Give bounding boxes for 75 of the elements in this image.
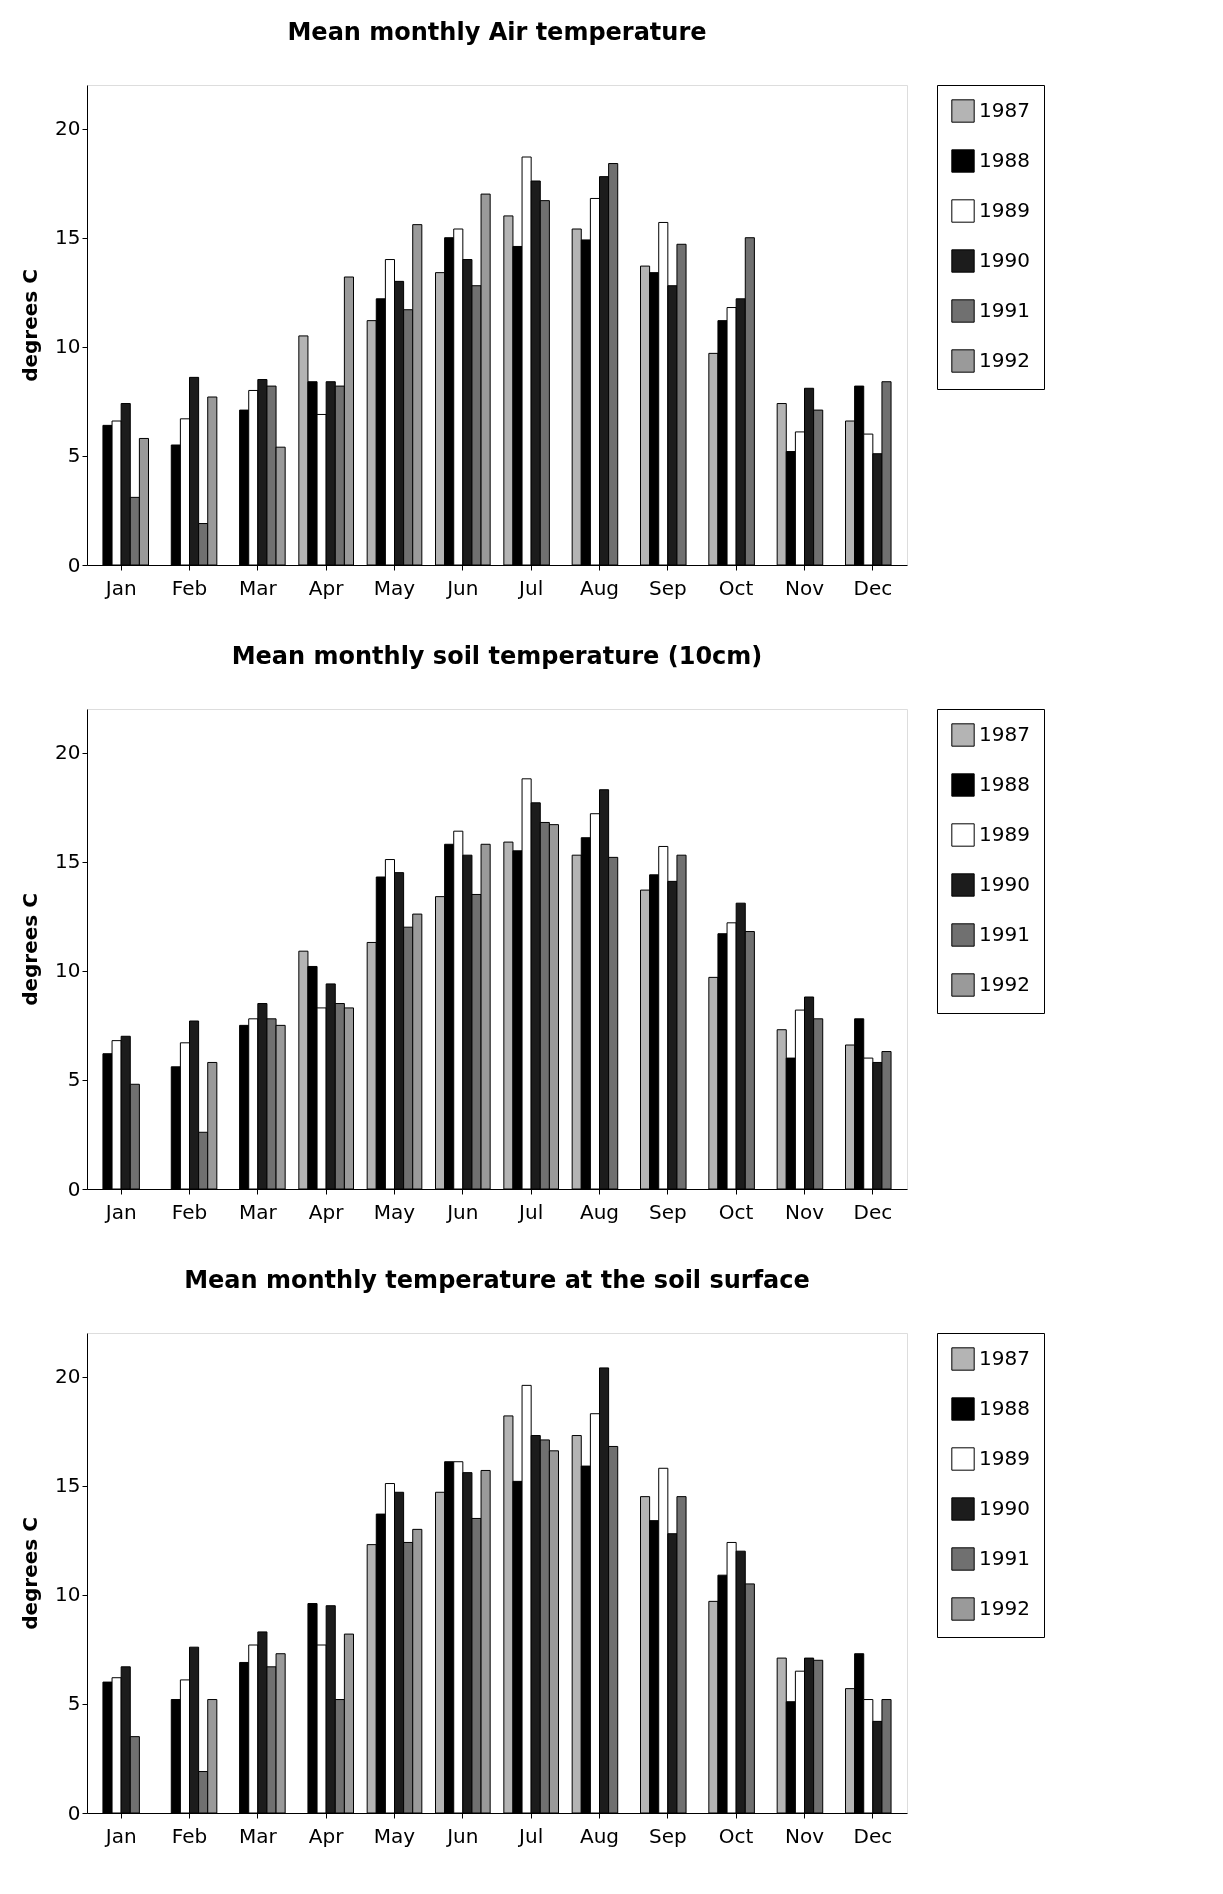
y-tick-label: 0: [67, 552, 81, 577]
x-tick-label: Mar: [238, 575, 278, 600]
x-tick-label: Aug: [579, 1199, 620, 1224]
legend-label: 1991: [979, 922, 1030, 946]
x-tick-label: May: [373, 575, 416, 600]
legend-label: 1991: [979, 1546, 1030, 1570]
chart-title: Mean monthly temperature at the soil surface: [184, 1265, 810, 1294]
x-tick-label: Aug: [579, 1823, 620, 1848]
x-tick-label: Nov: [784, 1199, 825, 1224]
y-tick-label: 0: [67, 1800, 81, 1825]
chart-title: Mean monthly soil temperature (10cm): [231, 641, 763, 670]
y-tick-label: 5: [67, 443, 81, 468]
legend-label: 1987: [979, 722, 1030, 746]
x-tick-label: Jul: [517, 1823, 544, 1848]
x-tick-label: Oct: [718, 1823, 754, 1848]
y-tick-label: 15: [55, 849, 81, 874]
x-tick-label: Dec: [853, 1823, 893, 1848]
y-tick-label: 20: [55, 116, 81, 141]
x-tick-label: Sep: [648, 575, 687, 600]
x-tick-label: Dec: [853, 575, 893, 600]
x-tick-label: Feb: [171, 1199, 208, 1224]
x-tick-label: Mar: [238, 1823, 278, 1848]
legend-label: 1987: [979, 1346, 1030, 1370]
x-tick-label: May: [373, 1199, 416, 1224]
x-tick-label: Sep: [648, 1199, 687, 1224]
x-tick-label: Feb: [171, 575, 208, 600]
y-axis-title: degrees C: [18, 1517, 43, 1630]
y-tick-label: 5: [67, 1691, 81, 1716]
x-tick-label: Jun: [445, 1823, 479, 1848]
legend-label: 1988: [979, 772, 1030, 796]
x-tick-label: Apr: [308, 1199, 345, 1224]
x-tick-label: Mar: [238, 1199, 278, 1224]
legend-label: 1992: [979, 348, 1030, 372]
y-tick-label: 10: [55, 1582, 81, 1607]
x-tick-label: Aug: [579, 575, 620, 600]
legend-label: 1990: [979, 872, 1030, 896]
legend-label: 1989: [979, 1446, 1030, 1470]
y-tick-label: 15: [55, 1473, 81, 1498]
legend-label: 1992: [979, 1596, 1030, 1620]
x-tick-label: Jun: [445, 575, 479, 600]
x-tick-label: Oct: [718, 575, 754, 600]
legend-label: 1990: [979, 248, 1030, 272]
y-axis-title: degrees C: [18, 269, 43, 382]
x-tick-label: Jul: [517, 575, 544, 600]
x-tick-label: Jan: [103, 1823, 137, 1848]
y-axis-title: degrees C: [18, 893, 43, 1006]
x-tick-label: Jan: [103, 1199, 137, 1224]
y-tick-label: 20: [55, 740, 81, 765]
x-tick-label: Dec: [853, 1199, 893, 1224]
x-tick-label: Jul: [517, 1199, 544, 1224]
legend-label: 1992: [979, 972, 1030, 996]
x-tick-label: Apr: [308, 1823, 345, 1848]
legend-label: 1989: [979, 198, 1030, 222]
x-tick-label: Sep: [648, 1823, 687, 1848]
x-tick-label: Jun: [445, 1199, 479, 1224]
legend-label: 1988: [979, 148, 1030, 172]
legend-label: 1987: [979, 98, 1030, 122]
y-tick-label: 10: [55, 958, 81, 983]
x-tick-label: Jan: [103, 575, 137, 600]
x-tick-label: Nov: [784, 1823, 825, 1848]
y-tick-label: 5: [67, 1067, 81, 1092]
y-tick-label: 0: [67, 1176, 81, 1201]
y-tick-label: 20: [55, 1364, 81, 1389]
x-tick-label: Oct: [718, 1199, 754, 1224]
x-tick-label: Apr: [308, 575, 345, 600]
y-tick-label: 10: [55, 334, 81, 359]
x-tick-label: Nov: [784, 575, 825, 600]
x-tick-label: May: [373, 1823, 416, 1848]
legend-label: 1990: [979, 1496, 1030, 1520]
legend-label: 1991: [979, 298, 1030, 322]
legend-label: 1988: [979, 1396, 1030, 1420]
x-tick-label: Feb: [171, 1823, 208, 1848]
chart-title: Mean monthly Air temperature: [287, 17, 707, 46]
y-tick-label: 15: [55, 225, 81, 250]
legend-label: 1989: [979, 822, 1030, 846]
